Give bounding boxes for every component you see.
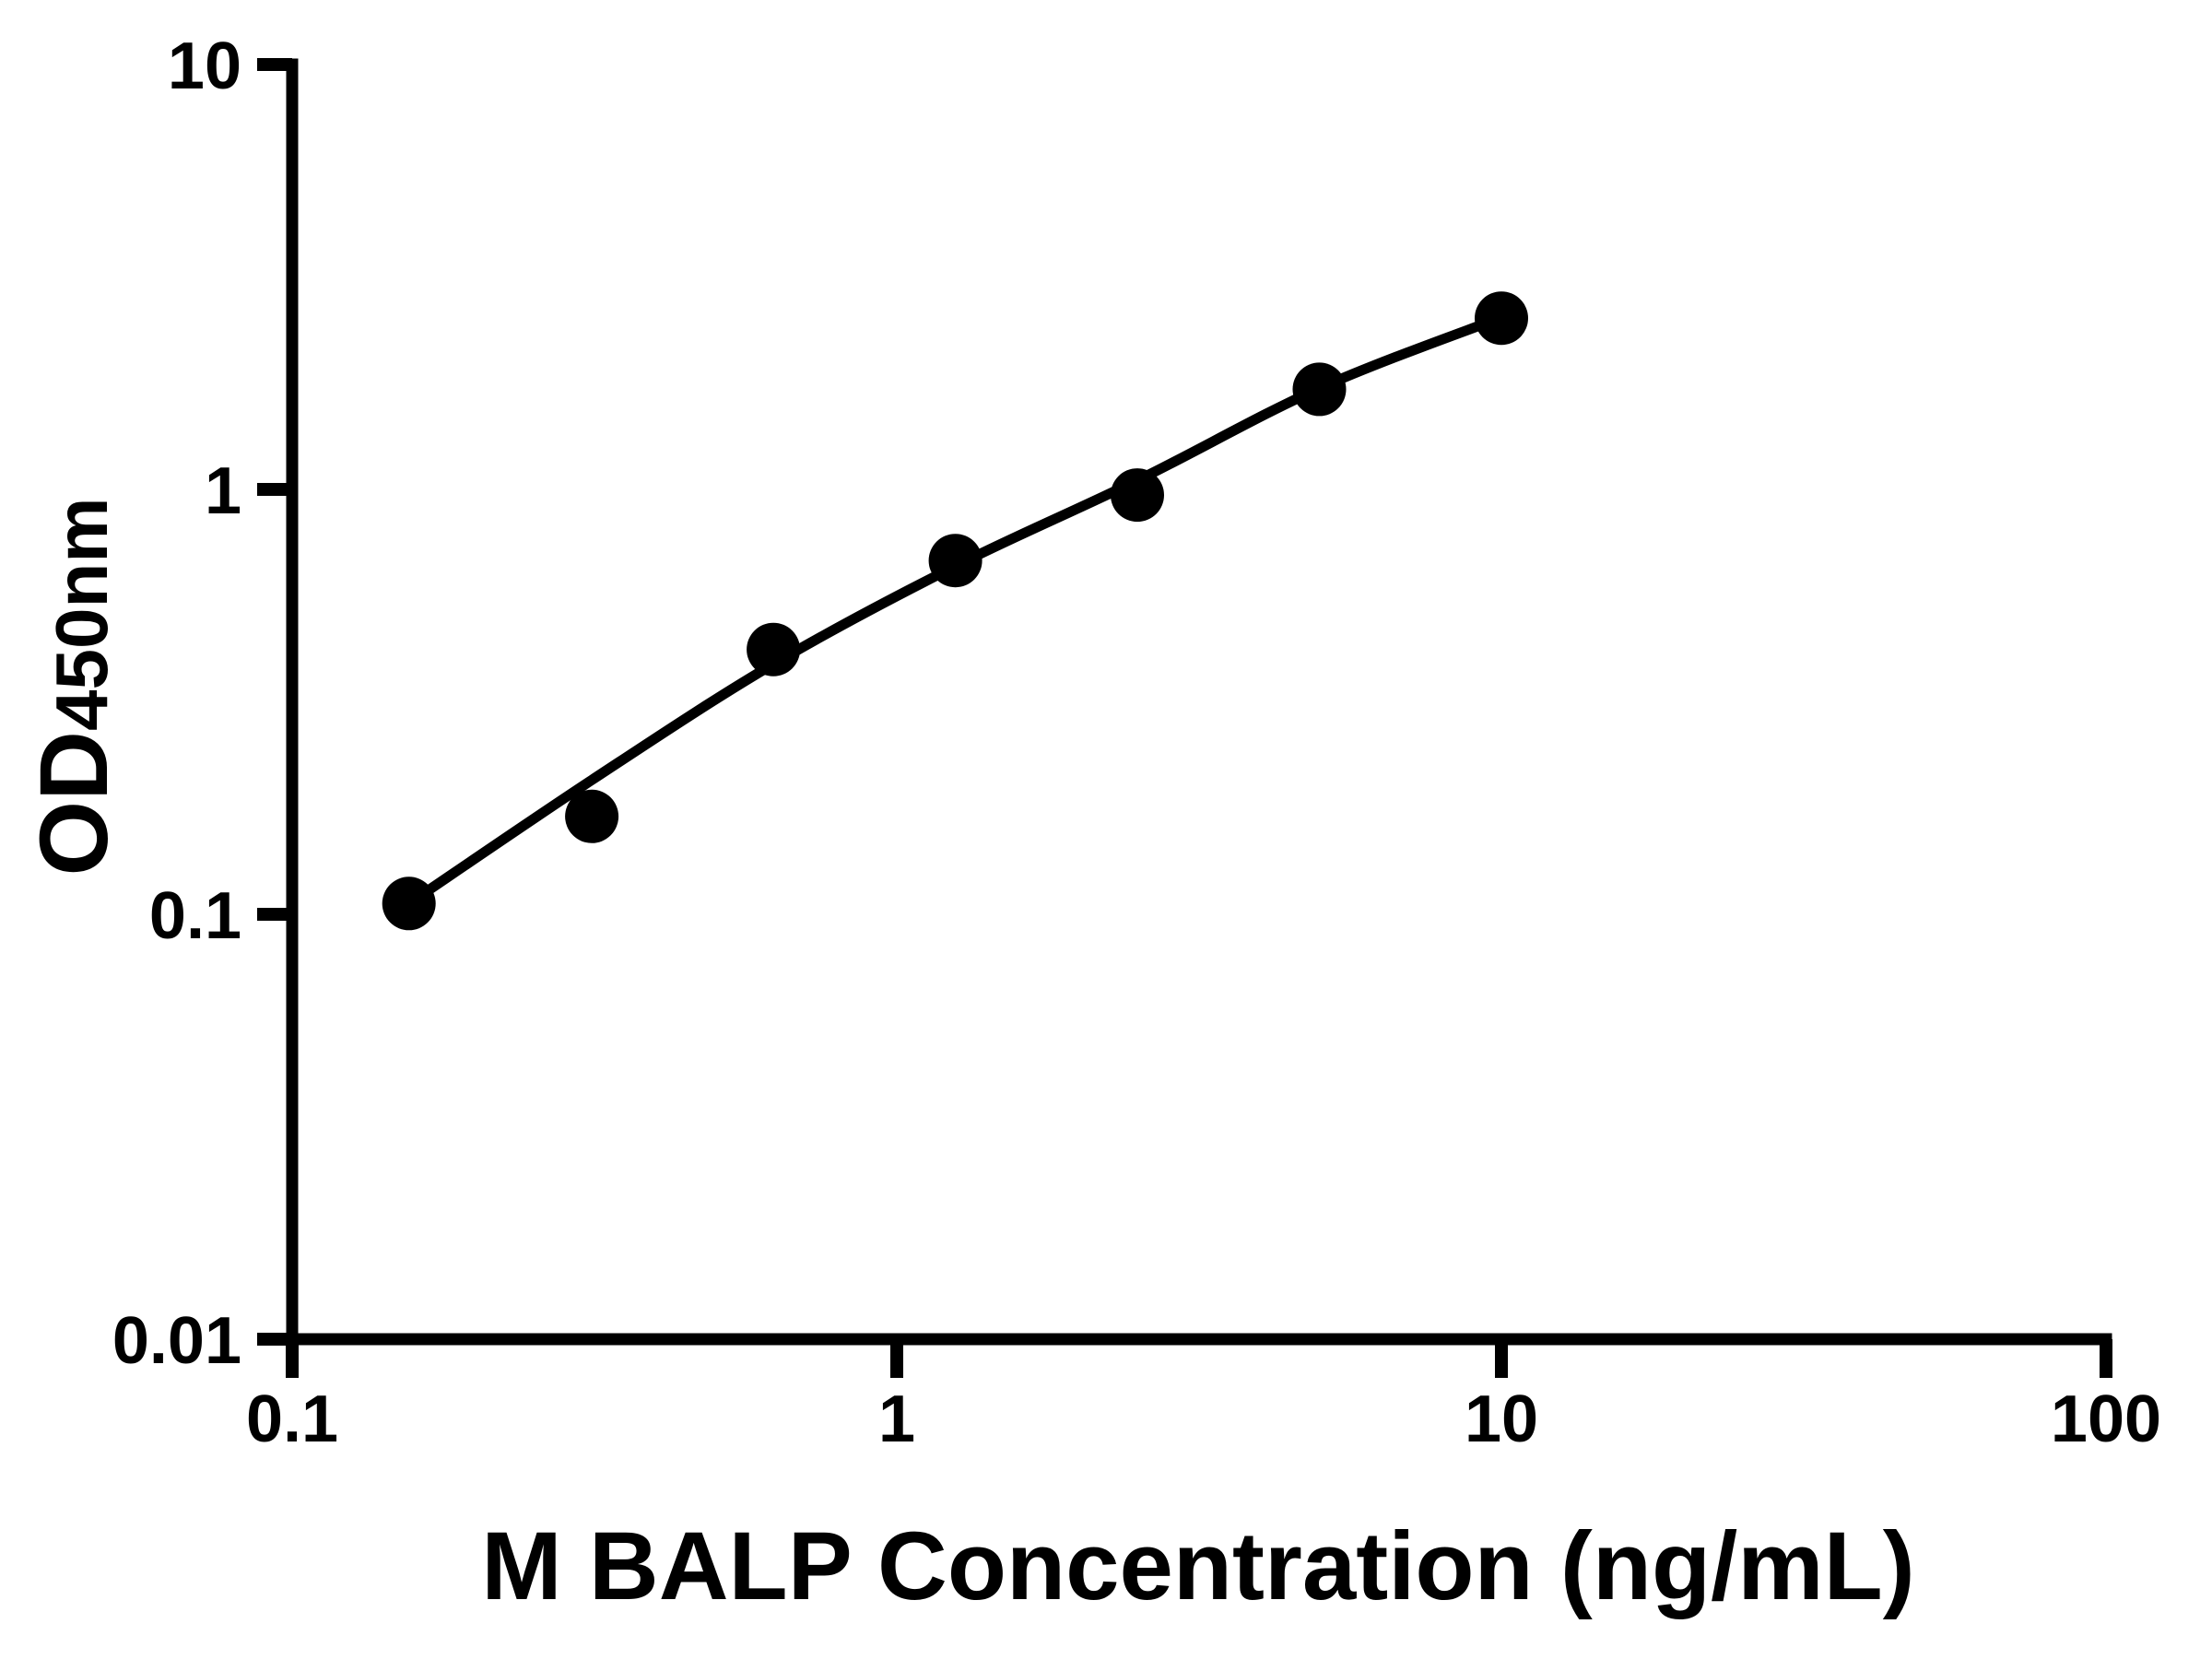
axes	[286, 58, 2112, 1346]
x-tick-label: 100	[2051, 1382, 2161, 1456]
x-tick-label: 10	[1465, 1382, 1538, 1456]
data-point	[1292, 362, 1347, 417]
data-point	[928, 534, 982, 588]
x-tick-label: 0.1	[246, 1382, 338, 1456]
data-point	[565, 789, 619, 843]
data-point	[1111, 468, 1164, 523]
y-axis-title-sub: 450nm	[41, 498, 123, 731]
y-axis-title-main: OD	[20, 731, 128, 877]
y-axis-tick-labels: 10 1 0.1 0.01	[112, 29, 241, 1378]
y-tick-label: 1	[205, 454, 241, 528]
x-axis-ticks	[286, 1339, 2112, 1378]
y-axis-title: OD450nm	[20, 498, 128, 877]
data-point	[382, 877, 436, 931]
x-axis-tick-labels: 0.1 1 10 100	[246, 1382, 2161, 1456]
y-tick-label: 0.01	[112, 1304, 241, 1378]
y-tick-label: 0.1	[149, 879, 241, 953]
x-tick-label: 1	[878, 1382, 915, 1456]
data-point	[1475, 291, 1528, 346]
data-point	[747, 622, 801, 677]
y-tick-label: 10	[168, 29, 241, 103]
data-points	[382, 291, 1528, 931]
x-axis-title: M BALP Concentration (ng/mL)	[481, 1512, 1914, 1620]
